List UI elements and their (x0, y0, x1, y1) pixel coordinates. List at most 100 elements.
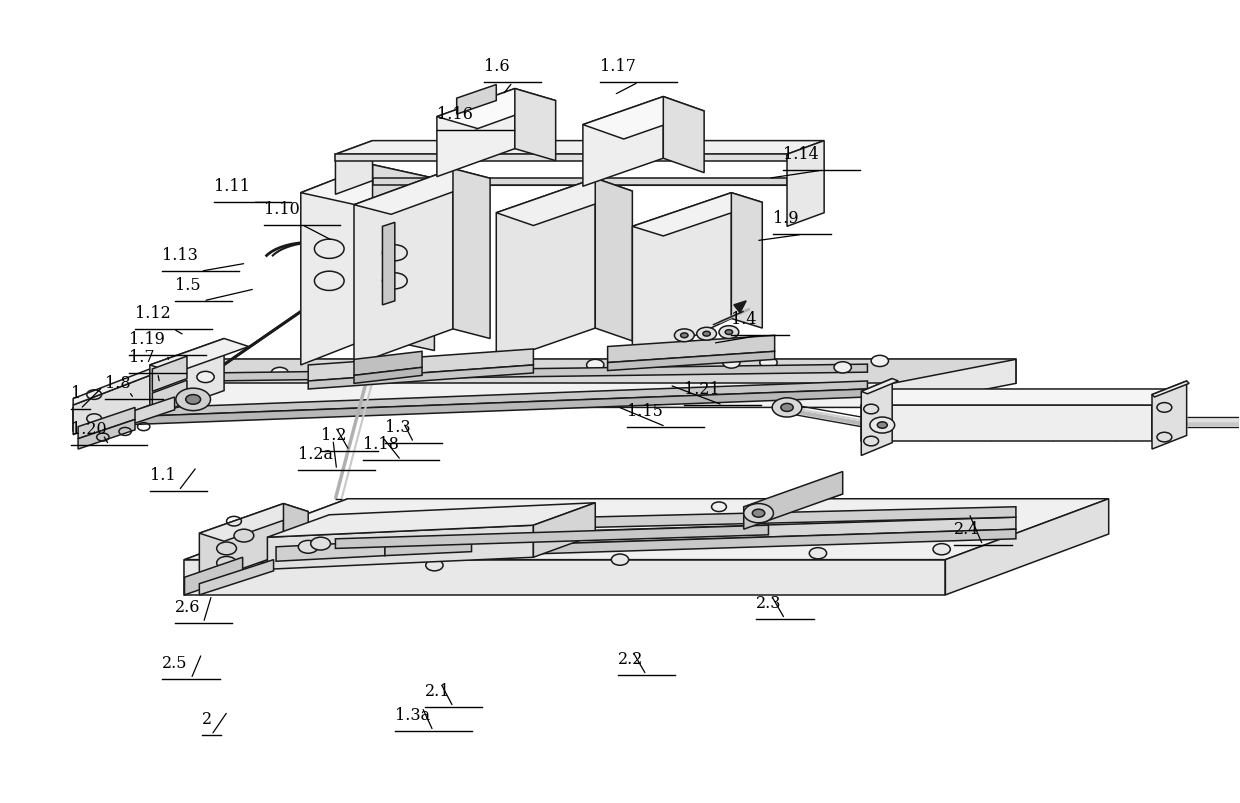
Polygon shape (119, 389, 868, 426)
Polygon shape (336, 141, 825, 155)
Polygon shape (284, 504, 309, 562)
Polygon shape (384, 537, 471, 556)
Circle shape (697, 328, 717, 340)
Circle shape (217, 556, 237, 569)
Circle shape (299, 540, 319, 553)
Polygon shape (73, 376, 150, 435)
Circle shape (311, 537, 331, 550)
Text: 1.9: 1.9 (774, 210, 799, 227)
Polygon shape (336, 525, 769, 548)
Circle shape (217, 542, 237, 555)
Polygon shape (436, 89, 515, 177)
Polygon shape (456, 85, 496, 115)
Text: 1.7: 1.7 (129, 349, 155, 365)
Polygon shape (185, 499, 1109, 560)
Polygon shape (153, 381, 187, 416)
Polygon shape (515, 89, 556, 161)
Text: 1.2: 1.2 (321, 426, 346, 443)
Circle shape (272, 368, 289, 379)
Polygon shape (200, 504, 284, 584)
Text: 1.20: 1.20 (71, 421, 107, 438)
Polygon shape (862, 389, 1183, 406)
Polygon shape (353, 368, 422, 384)
Text: 1.2a: 1.2a (299, 446, 334, 463)
Polygon shape (268, 503, 595, 537)
Polygon shape (73, 360, 200, 432)
Circle shape (870, 418, 895, 434)
Polygon shape (862, 406, 1152, 442)
Polygon shape (249, 517, 1016, 553)
Text: 2.4: 2.4 (954, 520, 980, 537)
Text: 1.14: 1.14 (784, 146, 820, 163)
Text: 2.3: 2.3 (756, 594, 781, 611)
Polygon shape (496, 179, 595, 363)
Polygon shape (382, 223, 394, 305)
Polygon shape (744, 472, 843, 529)
Polygon shape (301, 165, 372, 365)
Text: 1.15: 1.15 (627, 402, 663, 419)
Polygon shape (249, 529, 1016, 563)
Polygon shape (732, 194, 763, 328)
Polygon shape (945, 499, 1109, 595)
Polygon shape (78, 420, 135, 450)
Polygon shape (862, 379, 898, 394)
Polygon shape (110, 397, 175, 432)
Circle shape (719, 326, 739, 339)
Polygon shape (632, 194, 732, 365)
Polygon shape (608, 336, 775, 363)
Text: 1.4: 1.4 (732, 311, 756, 328)
Circle shape (878, 422, 888, 429)
Polygon shape (862, 379, 893, 456)
Circle shape (186, 395, 201, 405)
Polygon shape (200, 560, 274, 595)
Polygon shape (268, 525, 533, 569)
Circle shape (587, 360, 604, 371)
Polygon shape (583, 97, 704, 140)
Polygon shape (496, 179, 632, 226)
Circle shape (760, 357, 777, 369)
Text: 1.12: 1.12 (135, 304, 171, 321)
Polygon shape (200, 504, 309, 541)
Circle shape (197, 372, 215, 383)
Circle shape (703, 332, 711, 336)
Polygon shape (309, 349, 533, 381)
Circle shape (176, 389, 211, 411)
Circle shape (835, 362, 852, 373)
Circle shape (753, 510, 765, 517)
Polygon shape (336, 141, 372, 195)
Text: 1.3a: 1.3a (394, 706, 430, 724)
Polygon shape (150, 365, 868, 382)
Polygon shape (436, 89, 556, 129)
Polygon shape (632, 194, 763, 237)
Polygon shape (353, 169, 453, 365)
Polygon shape (119, 381, 868, 418)
Polygon shape (73, 400, 94, 432)
Polygon shape (372, 165, 434, 351)
Circle shape (744, 504, 774, 523)
Text: 1.19: 1.19 (129, 330, 165, 347)
Text: 1.6: 1.6 (484, 58, 510, 75)
Text: 2.5: 2.5 (162, 654, 187, 671)
Circle shape (611, 554, 629, 565)
Polygon shape (301, 165, 434, 207)
Circle shape (872, 356, 889, 367)
Polygon shape (1152, 381, 1187, 450)
Text: 2.1: 2.1 (424, 683, 450, 699)
Text: 1.18: 1.18 (362, 436, 398, 453)
Text: 1.13: 1.13 (162, 247, 198, 264)
Polygon shape (595, 179, 632, 341)
Polygon shape (1152, 381, 1189, 397)
Polygon shape (78, 408, 135, 439)
Circle shape (234, 529, 254, 542)
Circle shape (932, 544, 950, 555)
Polygon shape (453, 169, 490, 339)
Polygon shape (73, 369, 150, 406)
Text: 1.5: 1.5 (175, 276, 200, 293)
Polygon shape (200, 360, 1016, 384)
Polygon shape (372, 179, 787, 185)
Polygon shape (277, 541, 384, 561)
Polygon shape (734, 301, 746, 313)
Polygon shape (787, 141, 825, 227)
Polygon shape (153, 357, 187, 392)
Polygon shape (249, 507, 1016, 536)
